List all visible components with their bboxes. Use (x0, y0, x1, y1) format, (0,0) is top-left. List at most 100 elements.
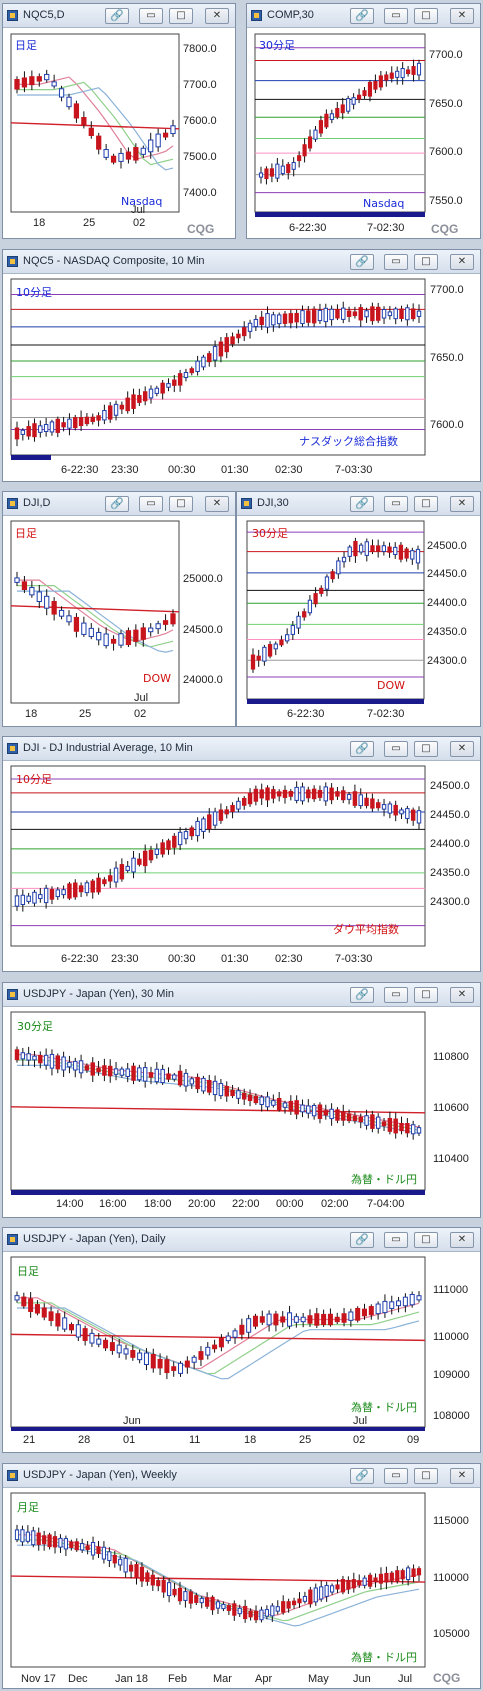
link-icon[interactable]: 🔗 (350, 8, 374, 24)
candle-body (405, 808, 410, 819)
candle-body (265, 1096, 270, 1108)
horizontal-scrollbar[interactable] (255, 212, 425, 217)
link-icon[interactable]: 🔗 (350, 987, 374, 1003)
minimize-button[interactable]: ▭ (139, 496, 163, 512)
x-sub-label: Jun (123, 1415, 141, 1427)
candle-body (157, 1358, 163, 1369)
price-chart[interactable]: 日足 為替・ドル円 111000 110000 109000 108000 21… (3, 1253, 480, 1452)
link-icon[interactable]: 🔗 (350, 254, 374, 270)
chart-window-icon (241, 498, 252, 509)
maximize-button[interactable]: □ (169, 8, 193, 24)
window-titlebar[interactable]: COMP,30 🔗 ▭ □ ✕ (247, 4, 480, 28)
horizontal-scrollbar[interactable] (11, 455, 51, 460)
maximize-button[interactable]: □ (414, 741, 438, 757)
close-button[interactable]: ✕ (450, 1468, 474, 1484)
close-button[interactable]: ✕ (450, 741, 474, 757)
candle-body (230, 805, 235, 813)
price-chart[interactable]: 日足 Nasdaq 7800.0 7700.0 7600.0 7500.0 74… (3, 29, 235, 238)
candle-body (21, 77, 28, 88)
y-tick: 7600.0 (430, 419, 464, 431)
candle-body (43, 424, 49, 433)
candle-body (393, 1118, 398, 1134)
price-chart[interactable]: 30分足 為替・ドル円 110800 110600 110400 14:00 1… (3, 1008, 480, 1217)
maximize-button[interactable]: □ (414, 987, 438, 1003)
candle-body (212, 811, 218, 826)
minimize-button[interactable]: ▭ (384, 1232, 408, 1248)
candle-body (384, 1572, 389, 1583)
maximize-button[interactable]: □ (414, 496, 438, 512)
window-titlebar[interactable]: USDJPY - Japan (Yen), 30 Min 🔗 ▭ □ ✕ (3, 983, 480, 1007)
candle-body (340, 1579, 346, 1593)
candle-body (329, 1108, 334, 1120)
link-icon[interactable]: 🔗 (105, 496, 129, 512)
link-icon[interactable]: 🔗 (350, 741, 374, 757)
candle-body (123, 1348, 129, 1355)
link-icon[interactable]: 🔗 (350, 1468, 374, 1484)
candle-body (167, 1582, 172, 1597)
price-chart[interactable]: 30分足 Nasdaq 7700.0 7650.0 7600.0 7550.0 … (247, 29, 480, 238)
price-chart[interactable]: 月足 為替・ドル円 115000 110000 105000 Nov 17 De… (3, 1489, 480, 1688)
window-comp-30: COMP,30 🔗 ▭ □ ✕ 30分足 Nasdaq 7700.0 7650.… (246, 3, 481, 239)
window-titlebar[interactable]: NQC5,D 🔗 ▭ □ ✕ (3, 4, 235, 28)
price-chart[interactable]: 10分足 ナスダック総合指数 7700.0 7650.0 7600.0 6-22… (3, 275, 480, 481)
candle-body (297, 1598, 302, 1604)
link-icon[interactable]: 🔗 (105, 8, 129, 24)
link-icon[interactable]: 🔗 (350, 1232, 374, 1248)
candle-body (243, 1605, 248, 1620)
candle-body (313, 129, 318, 140)
candle-body (14, 1049, 20, 1061)
candle-body (364, 1115, 369, 1126)
candle-body (110, 638, 117, 644)
maximize-button[interactable]: □ (414, 254, 438, 270)
close-button[interactable]: ✕ (450, 987, 474, 1003)
horizontal-scrollbar[interactable] (247, 699, 424, 704)
moving-average-line (17, 87, 174, 171)
minimize-button[interactable]: ▭ (384, 987, 408, 1003)
candle-body (188, 1591, 193, 1604)
minimize-button[interactable]: ▭ (384, 8, 408, 24)
window-titlebar[interactable]: NQC5 - NASDAQ Composite, 10 Min 🔗 ▭ □ ✕ (3, 250, 480, 274)
moving-average-line (17, 1064, 420, 1134)
candle-body (112, 1554, 117, 1564)
candle-body (335, 1584, 340, 1590)
minimize-button[interactable]: ▭ (384, 496, 408, 512)
candle-body (370, 306, 375, 322)
window-titlebar[interactable]: USDJPY - Japan (Yen), Weekly 🔗 ▭ □ ✕ (3, 1464, 480, 1488)
close-button[interactable]: ✕ (450, 254, 474, 270)
minimize-button[interactable]: ▭ (384, 1468, 408, 1484)
price-chart[interactable]: 日足 DOW 25000.0 24500.0 24000.0 18 25 02 … (3, 517, 235, 726)
close-button[interactable]: ✕ (450, 496, 474, 512)
window-titlebar[interactable]: DJI,D 🔗 ▭ □ ✕ (3, 492, 235, 516)
close-button[interactable]: ✕ (205, 8, 229, 24)
candle-body (119, 404, 125, 410)
horizontal-scrollbar[interactable] (11, 1190, 425, 1195)
minimize-button[interactable]: ▭ (384, 741, 408, 757)
maximize-button[interactable]: □ (414, 8, 438, 24)
plot-area (10, 33, 180, 213)
candle-body (324, 1584, 329, 1597)
x-tick: 6-22:30 (289, 222, 326, 234)
candle-body (96, 135, 102, 150)
window-titlebar[interactable]: DJI,30 🔗 ▭ □ ✕ (237, 492, 480, 516)
candle-body (131, 1065, 136, 1081)
maximize-button[interactable]: □ (414, 1232, 438, 1248)
window-titlebar[interactable]: DJI - DJ Industrial Average, 10 Min 🔗 ▭ … (3, 737, 480, 761)
candle-body (205, 1346, 211, 1356)
price-chart[interactable]: 10分足 ダウ平均指数 24500.0 24450.0 24400.0 2435… (3, 762, 480, 971)
candle-body (232, 1603, 237, 1616)
candle-body (90, 880, 95, 893)
maximize-button[interactable]: □ (169, 496, 193, 512)
minimize-button[interactable]: ▭ (384, 254, 408, 270)
close-button[interactable]: ✕ (205, 496, 229, 512)
window-titlebar[interactable]: USDJPY - Japan (Yen), Daily 🔗 ▭ □ ✕ (3, 1228, 480, 1252)
x-tick: Dec (68, 1673, 88, 1685)
price-chart[interactable]: 30分足 DOW 24500.0 24450.0 24400.0 24350.0… (237, 517, 480, 726)
close-button[interactable]: ✕ (450, 1232, 474, 1248)
moving-average-line (17, 590, 174, 653)
minimize-button[interactable]: ▭ (139, 8, 163, 24)
horizontal-scrollbar[interactable] (11, 1427, 425, 1431)
candle-body (341, 1111, 346, 1121)
link-icon[interactable]: 🔗 (350, 496, 374, 512)
close-button[interactable]: ✕ (450, 8, 474, 24)
maximize-button[interactable]: □ (414, 1468, 438, 1484)
